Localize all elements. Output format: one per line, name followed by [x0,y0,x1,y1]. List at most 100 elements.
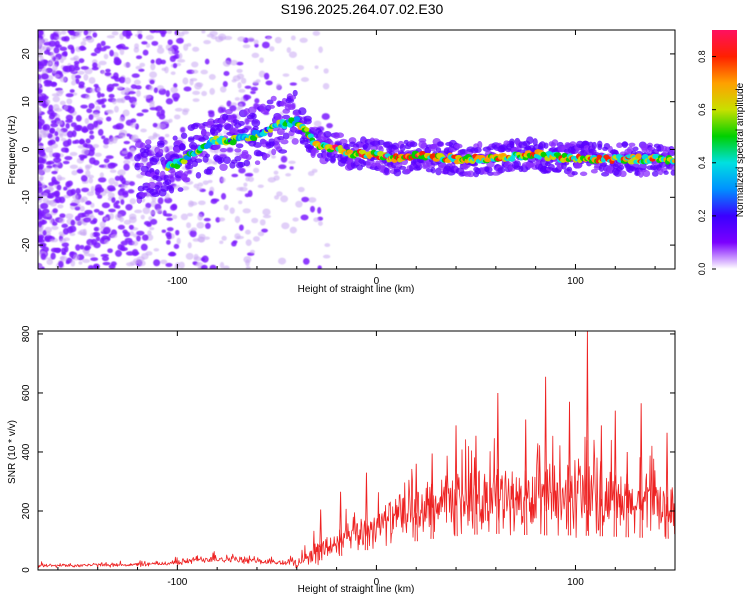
spectrogram-cell [80,232,87,236]
spectrogram-cell [123,159,131,165]
spectrogram-cell [551,139,559,146]
spectrogram-cell [103,217,109,221]
spectrogram-cell [230,59,238,66]
spectrogram-cell [98,60,107,66]
spectrogram-cell [99,221,106,228]
spectrogram-cell [60,137,67,142]
spectrogram-cell [86,36,95,43]
spectrogram-cell [239,224,244,231]
snr-y-label: SNR (10 * v/v) [7,420,18,484]
spectrogram-cell [157,44,163,49]
spectrogram-cell [88,114,94,121]
spectrogram-cell [249,249,256,254]
spectrogram-cell [135,65,142,70]
spectrogram-cell [219,148,228,153]
spectrogram-cell [335,132,345,138]
spectrogram-cell [219,163,228,172]
spectrogram-cell [47,109,55,115]
snr-peak [567,401,572,536]
spectrogram-cell [297,186,305,193]
spectrogram-cell [143,94,152,100]
spectrogram-cell [152,122,158,128]
spectrogram-cell [46,192,55,199]
spectrogram-cell [87,30,92,36]
spectrogram-cell [621,141,629,147]
snr-y-ticks: 0 200 400 600 800 [21,325,675,573]
spectrogram-cell [109,49,114,57]
spectrogram-cell [254,43,259,48]
spectrogram-cell [142,207,151,215]
spectrogram-cell [121,97,126,104]
spectrogram-cell [67,138,72,146]
spectrogram-cell [88,76,96,84]
spectrogram-cell [123,155,131,160]
snr-peak [414,463,418,542]
spectrogram-cell [135,55,143,60]
spectrogram-cell [236,235,244,240]
spectrogram-cell [38,145,44,150]
spectrogram-cell [292,217,299,222]
spectrogram-cell [185,252,194,260]
spectrogram-cell [138,162,144,167]
spectrogram-cell [79,45,86,51]
spectrogram-cell [616,142,623,149]
spectrogram-cell [245,239,252,246]
spectrogram-cell [150,63,156,71]
spectrogram-cell [322,254,331,259]
spectrogram-cell [180,132,188,139]
spectrogram-cell [289,82,297,86]
spectrogram-cell [83,73,89,81]
spectrogram-cell [67,30,73,34]
spectrogram-cell [121,150,130,155]
spectrogram-cell [196,221,205,229]
spectrogram-cell [85,200,92,206]
spectrogram-cell [169,251,176,256]
spectrogram-cell [136,235,141,242]
spectrogram-cell [127,189,135,194]
spectrogram-cell [134,43,139,50]
spectrogram-cell [125,251,134,256]
spectrogram-cell [597,140,603,148]
spectrogram-cell [69,164,79,170]
spectrogram-cell [54,190,61,198]
spectrogram-cell [156,85,165,91]
spectrogram-cell [155,58,163,65]
spectrogram-cell [291,137,299,145]
spectrogram-cell [38,229,43,236]
spectrogram-cell [38,138,41,144]
spectrogram-cell [65,93,74,98]
spectrogram-cell [207,110,215,115]
spectrogram-cell [173,146,181,154]
spectrogram-cell [91,66,99,71]
spectrogram-cell [82,37,88,42]
spectrogram-cell [253,39,259,45]
spectrogram-cell [160,31,166,38]
spectrogram-cell [75,78,80,84]
spectrogram-cell [157,142,165,148]
spectrogram-cell [136,90,141,97]
colorbar-gradient [712,30,737,269]
spectrogram-cell [96,116,104,122]
spectrogram-cell [123,231,131,238]
spectrogram-cell [235,143,244,149]
spectrogram-cell [277,257,287,265]
spectrogram-cell [74,215,81,222]
spectrogram-cell [192,98,200,103]
spectrogram-cell [202,180,209,185]
spectrogram-cell [166,234,172,240]
spectrogram-cell [95,236,101,242]
spectrogram-cell [288,51,297,58]
spectrogram-cell [253,142,262,148]
spectrogram-cell [218,157,225,164]
spectrogram-cell [53,30,60,33]
spectrogram-cell [161,229,167,233]
spectrogram-cell [257,184,264,189]
spectrogram-cell [453,143,463,149]
spectrogram-cell [262,153,271,159]
spectrogram-cell [151,40,159,46]
spectrogram-cell [134,209,143,214]
spectrogram-cell [191,61,199,68]
spectrogram-cell [85,138,91,144]
spectrogram-cell [78,81,85,87]
spectrogram-cell [81,125,88,133]
